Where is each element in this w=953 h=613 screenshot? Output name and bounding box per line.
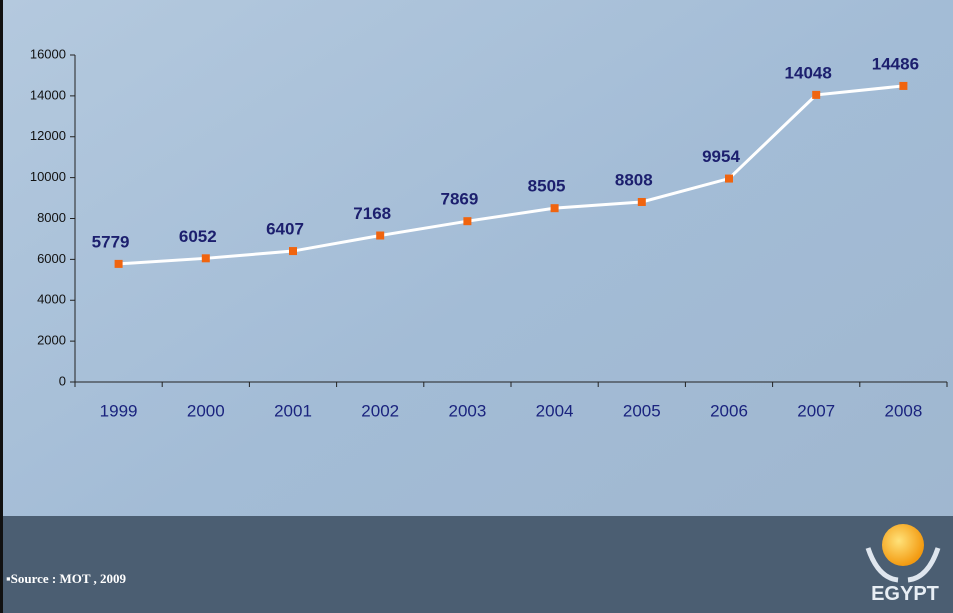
- logo-hands: [865, 547, 941, 583]
- plot: 0 2000 4000 6000 8000 10000 12000 14000 16000 199…: [30, 46, 948, 420]
- x-tick-label: 2004: [536, 401, 574, 420]
- y-tick-label: 0: [59, 373, 66, 388]
- data-label: 8808: [615, 170, 653, 189]
- y-tick-label: 2000: [37, 333, 66, 348]
- logo-text: EGYPT: [871, 583, 939, 605]
- x-tick-label: 2003: [448, 401, 486, 420]
- logo: EGYPT: [865, 524, 941, 605]
- x-tick-label: 2002: [361, 401, 399, 420]
- x-tick-label: 2000: [187, 401, 225, 420]
- data-label: 7168: [353, 204, 391, 223]
- x-tick-label: 2006: [710, 401, 748, 420]
- logo-sun: [882, 524, 924, 566]
- data-label: 6407: [266, 220, 304, 239]
- x-tick-label: 2007: [797, 401, 835, 420]
- y-tick-label: 4000: [37, 292, 66, 307]
- marker: [463, 217, 472, 226]
- line: [118, 84, 904, 266]
- y-tick-label: 12000: [30, 128, 66, 143]
- marker: [812, 90, 821, 99]
- marker: [114, 259, 123, 268]
- marker: [289, 247, 297, 256]
- y-tick-label: 10000: [30, 169, 66, 184]
- data-label: 6052: [179, 227, 217, 246]
- marker: [201, 254, 210, 263]
- marker: [725, 174, 733, 183]
- x-tick-label: 2001: [274, 401, 312, 420]
- footer-band: [0, 516, 953, 613]
- source-note: ▪Source : MOT , 2009: [6, 571, 127, 586]
- marker: [637, 197, 646, 206]
- data-label: 9954: [702, 147, 740, 166]
- marker: [376, 231, 385, 240]
- x-tick-label: 2008: [884, 401, 922, 420]
- y-tick-label: 16000: [30, 46, 66, 61]
- data-label: 5779: [92, 232, 130, 251]
- left-border: [0, 0, 3, 613]
- marker: [899, 81, 908, 90]
- y-tick-label: 8000: [37, 210, 66, 225]
- marker: [550, 204, 559, 213]
- data-label: 14048: [785, 63, 832, 82]
- data-label: 8505: [528, 177, 566, 196]
- data-label: 14486: [872, 54, 919, 73]
- x-tick-label: 2005: [623, 401, 661, 420]
- x-tick-label: 1999: [100, 401, 138, 420]
- data-label: 7869: [440, 190, 478, 209]
- y-tick-label: 6000: [37, 251, 66, 266]
- y-tick-label: 14000: [30, 87, 66, 102]
